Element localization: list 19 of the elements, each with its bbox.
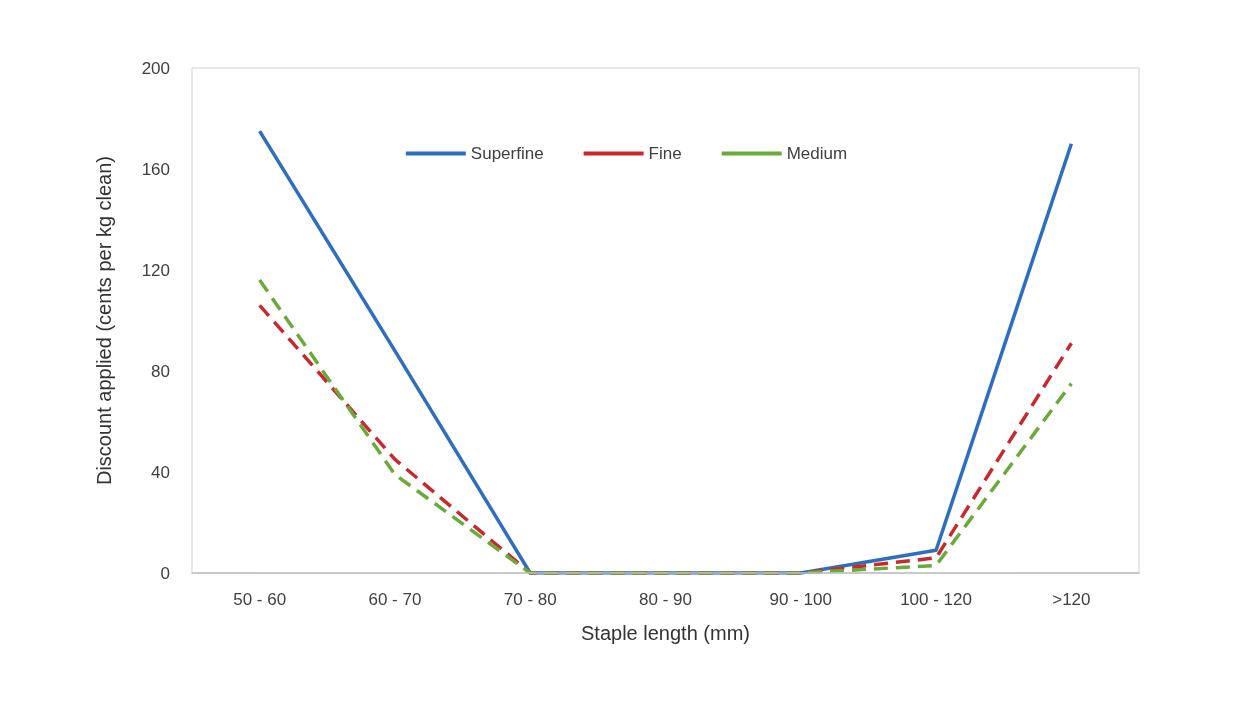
y-tick-label: 0 xyxy=(160,563,170,583)
legend-label: Superfine xyxy=(470,144,544,163)
y-tick-label: 80 xyxy=(151,361,170,381)
x-tick-label: >120 xyxy=(1052,590,1091,609)
line-series xyxy=(257,129,1074,575)
x-tick-label: 60 - 70 xyxy=(368,590,422,609)
x-tick-label: 80 - 90 xyxy=(639,590,692,609)
legend-label: Medium xyxy=(786,144,848,163)
x-tick-label: 50 - 60 xyxy=(233,590,287,609)
y-axis-title: Discount applied (cents per kg clean) xyxy=(93,155,115,486)
x-axis-title: Staple length (mm) xyxy=(581,622,750,644)
x-tick-label: 100 - 120 xyxy=(900,590,972,609)
legend-label: Fine xyxy=(648,144,682,163)
y-tick-label: 40 xyxy=(151,462,170,482)
y-tick-label: 160 xyxy=(141,159,170,179)
x-tick-label: 70 - 80 xyxy=(503,590,557,609)
y-tick-label: 200 xyxy=(141,58,170,78)
y-tick-label: 120 xyxy=(141,260,170,280)
x-tick-label: 90 - 100 xyxy=(769,590,832,609)
